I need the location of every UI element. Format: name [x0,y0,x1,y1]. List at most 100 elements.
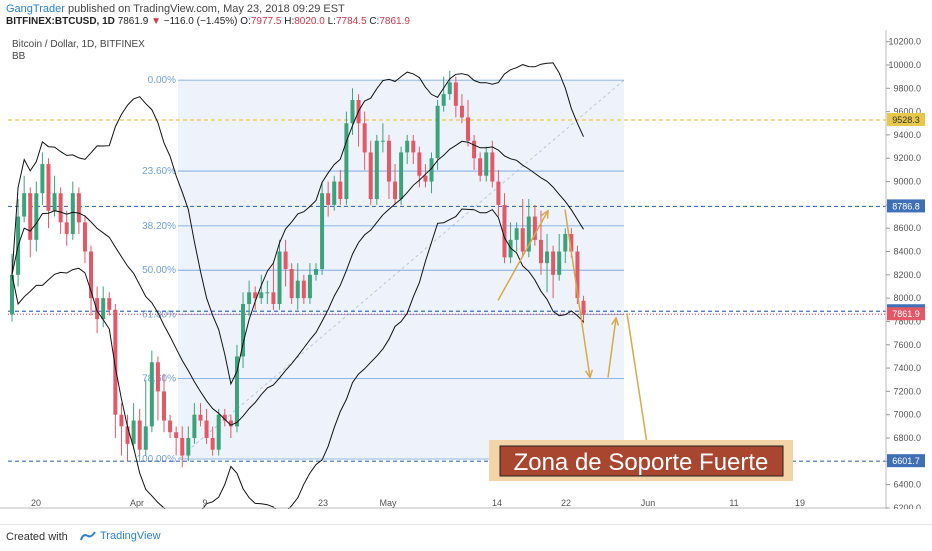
price-tick-label: 8600.0 [893,223,921,233]
price-level-tag [887,199,925,213]
candle-body [58,193,63,223]
candle-body [557,251,562,275]
candle-body [107,298,112,310]
candle-body [429,158,434,182]
close-label: C: [369,16,380,27]
price-level-tag-label: 9528.3 [892,115,920,125]
last-price: 7861.9 [117,16,149,27]
candle-body [447,82,452,95]
fib-retracement-zone [178,80,624,460]
price-chart[interactable]: 0.00%23.60%38.20%50.00%61.80%78.60%100.0… [0,30,932,510]
chart-area[interactable]: 0.00%23.60%38.20%50.00%61.80%78.60%100.0… [0,30,932,510]
tradingview-brand: TradingView [100,530,161,542]
candle-body [484,152,489,176]
time-tick-label: 9 [202,498,207,508]
candle-body [180,438,185,456]
low-label: L: [327,16,336,27]
candle-body [301,280,306,299]
candle-body [478,158,483,176]
candle-body [101,298,106,320]
candle-body [411,140,416,153]
tradingview-link[interactable]: TradingView [80,530,161,542]
candle-body [374,140,379,200]
price-tick-label: 8000.0 [893,293,921,303]
author-link[interactable]: GangTrader [6,3,65,15]
footer: Created with TradingView [0,524,932,551]
fib-level-label: 0.00% [148,75,176,86]
price-level-tag-label: 8786.8 [892,201,920,211]
candle-body [423,175,428,182]
candle-body [520,228,525,252]
candle-body [551,251,556,275]
candle-body [131,420,136,444]
candle-body [417,152,422,176]
price-tick-label: 7000.0 [893,410,921,420]
annotation-arrow-line [626,313,649,450]
indicator-legend: BB [12,51,26,62]
candle-body [532,216,537,240]
candle-body [64,222,69,235]
candle-body [472,140,477,159]
candle-body [52,193,57,211]
fib-level-label: 38.20% [142,221,176,232]
candle-body [502,204,507,258]
candle-body [149,362,154,427]
time-tick-label: 23 [318,498,328,508]
annotation-arrow-head [610,316,620,326]
price-tick-label: 9800.0 [893,83,921,93]
price-level-tag [887,307,925,321]
price-tick-label: 9400.0 [893,130,921,140]
candle-body [174,432,179,439]
candle-body [399,152,404,200]
bollinger-lower-band [11,208,584,510]
candle-body [453,82,458,106]
price-tick-label: 8200.0 [893,270,921,280]
price-level-tag-label: 6601.7 [892,456,920,466]
candle-body [581,300,586,315]
candle-body [253,292,258,299]
candle-body [435,105,440,159]
down-arrow-icon: ▼ [151,16,161,27]
high-value: 8020.0 [294,16,325,27]
candle-body [289,269,294,299]
candle-body [575,251,580,299]
tradingview-logo-icon [80,531,96,541]
candle-body [222,414,227,421]
open-label: O: [240,16,251,27]
candle-body [307,274,312,299]
close-value: 7861.9 [379,16,410,27]
candle-body [332,181,337,205]
candle-body [143,426,148,450]
candle-body [569,234,574,252]
candle-body [192,414,197,439]
annotation-arrow-line [497,210,549,301]
candle-body [210,438,215,450]
price-tick-label: 8400.0 [893,247,921,257]
candle-body [259,292,264,299]
candle-body [82,222,87,252]
annotation-arrow-line [564,209,591,378]
high-label: H: [284,16,295,27]
fib-level-label: 23.60% [142,166,176,177]
candle-body [496,181,501,205]
candle-body [241,303,246,357]
price-tick-label: 7600.0 [893,340,921,350]
candle-body [155,362,160,392]
created-with-label: Created with [6,531,68,543]
time-tick-label: 11 [729,498,738,508]
annotation-arrow-line [607,317,617,378]
low-value: 7784.5 [335,16,367,27]
price-change: −116.0 (−1.45%) [163,16,238,27]
time-tick-label: Jun [641,498,656,508]
candle-body [563,234,568,252]
annotation-arrow-head [541,209,549,219]
time-tick-label: May [379,498,397,508]
candle-body [466,117,470,141]
candle-body [162,391,166,421]
chart-legend-title: Bitcoin / Dollar, 1D, BITFINEX [12,39,145,50]
fib-level-label: 50.00% [142,265,176,276]
candle-body [70,193,75,235]
time-tick-label: 14 [492,498,502,508]
price-tick-label: 6200.0 [893,503,921,510]
candle-body [338,181,343,200]
